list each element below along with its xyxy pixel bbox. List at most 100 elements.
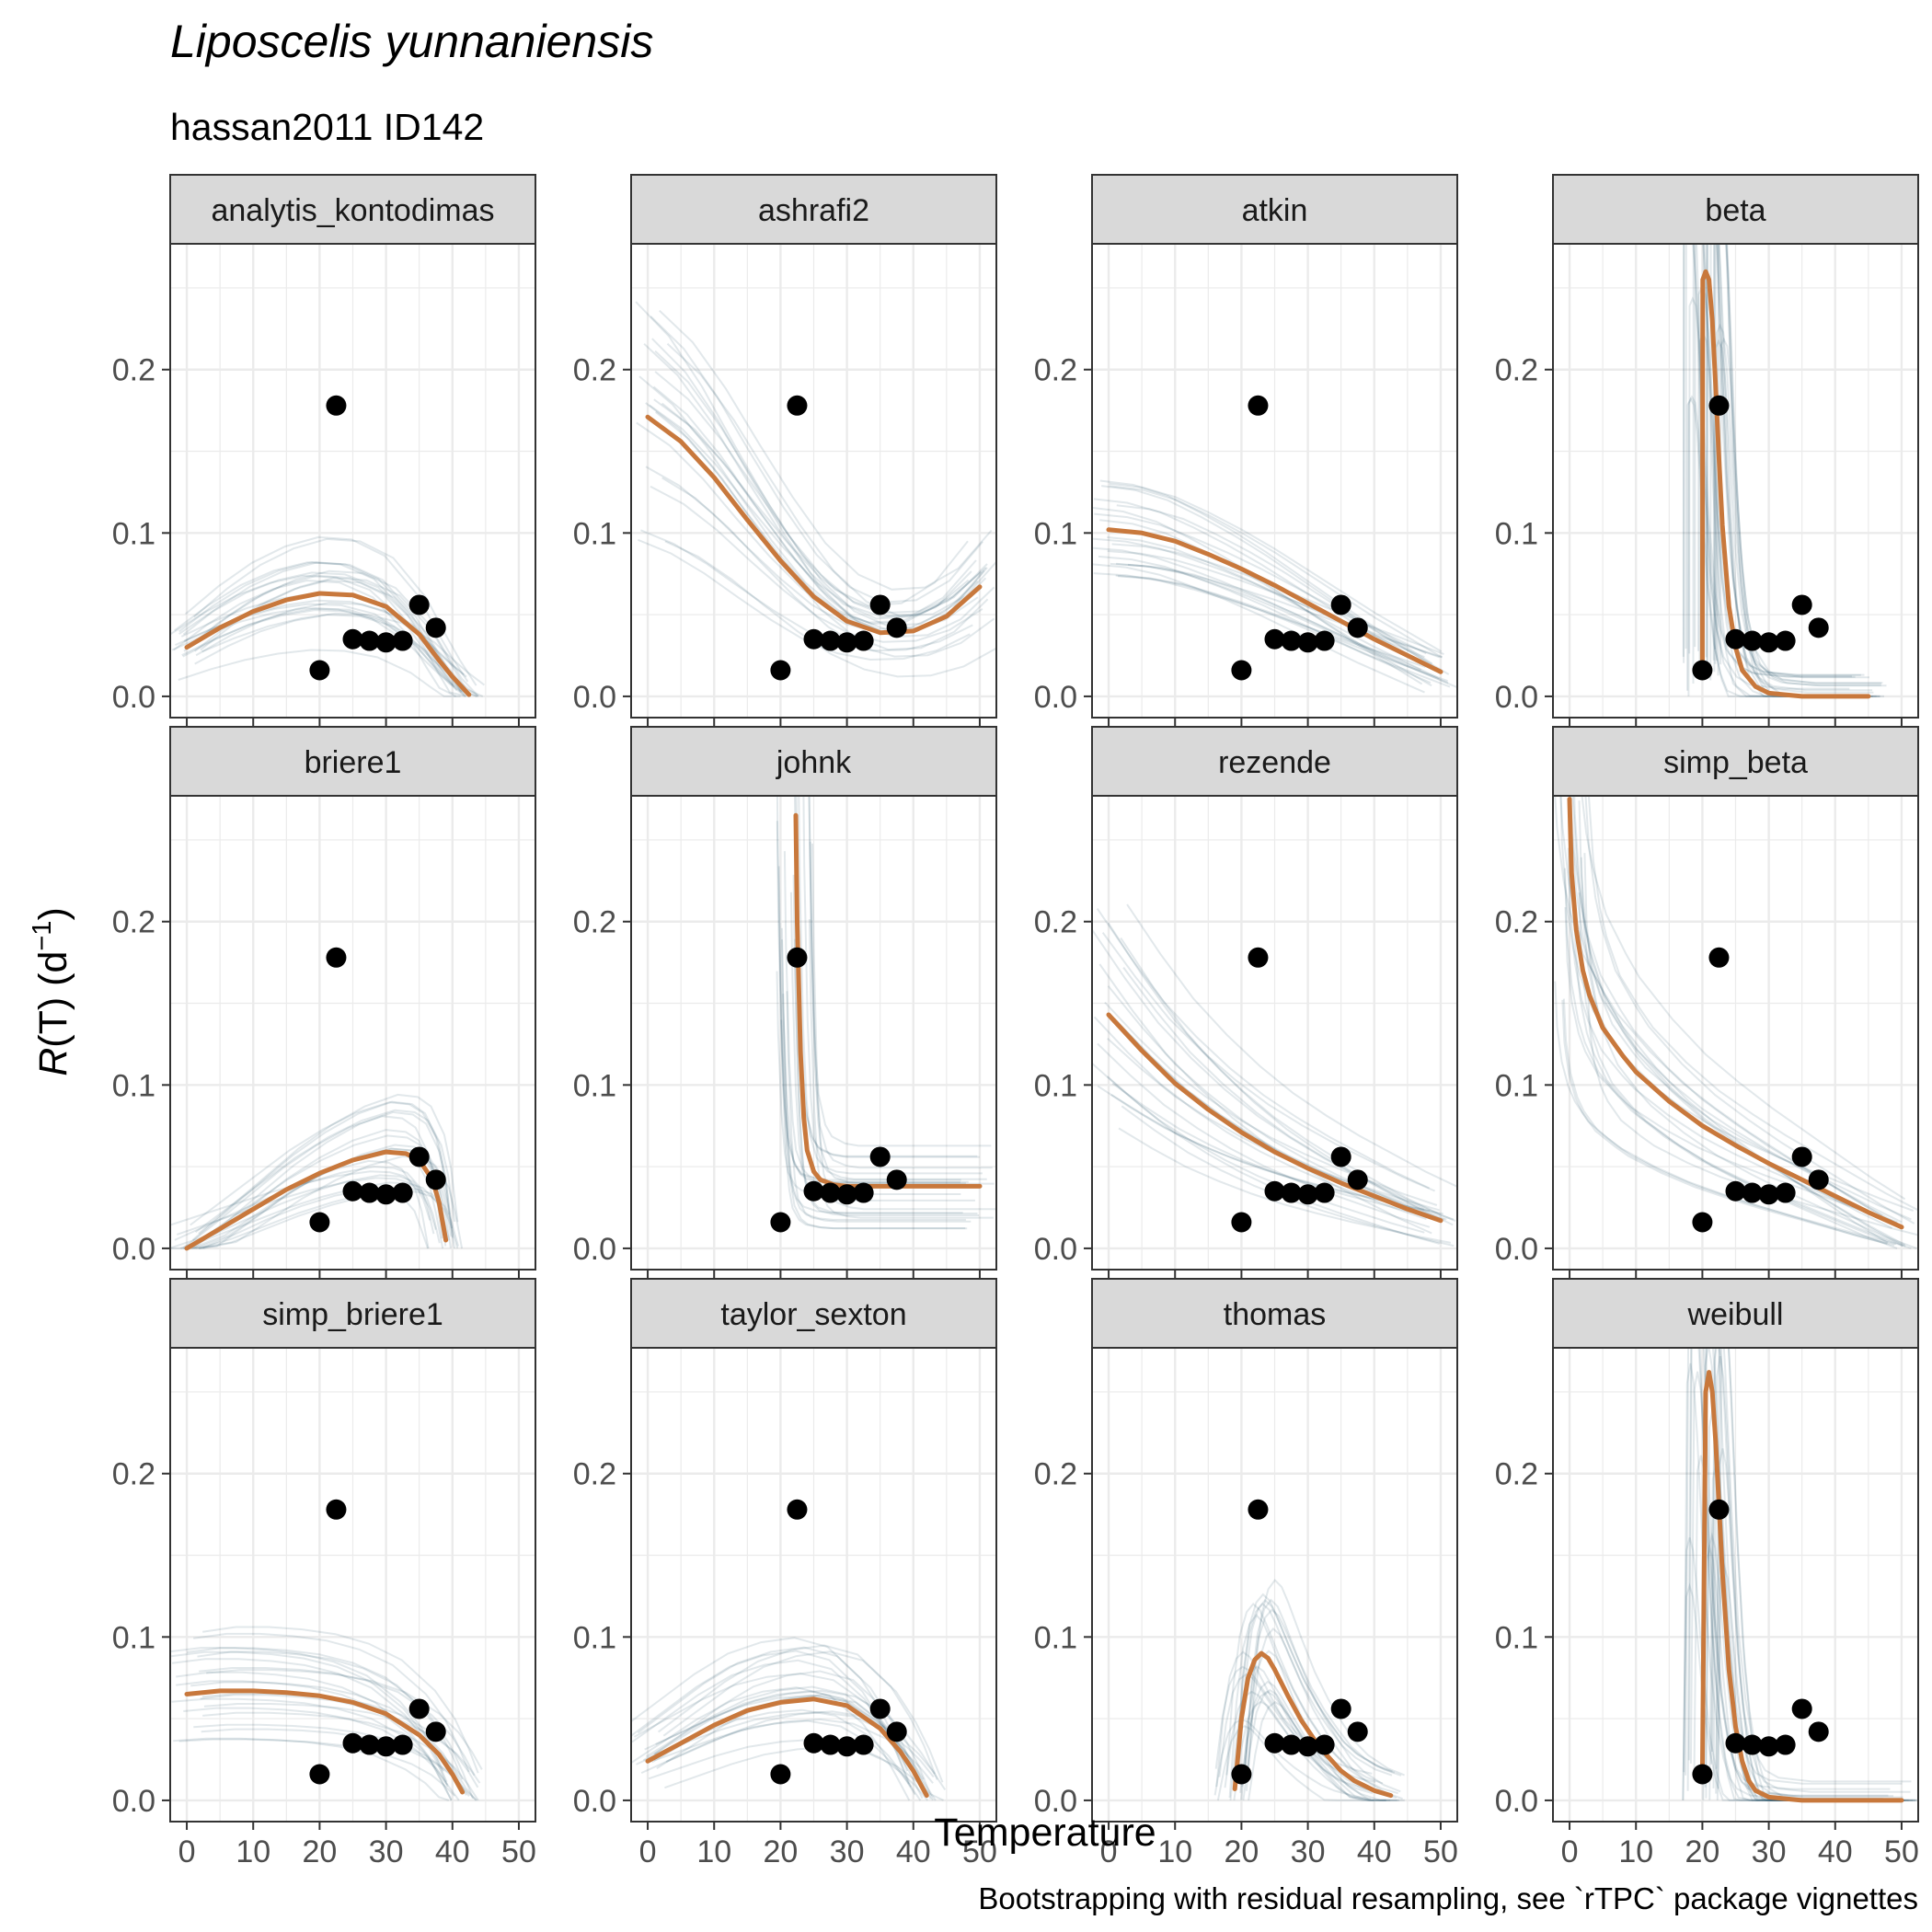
- bootstrap-curve: [1719, 337, 1887, 687]
- facet-panel-johnk: johnk010203040500.00.10.2: [573, 726, 997, 1317]
- x-tick-label: 20: [302, 1834, 337, 1869]
- chart-caption: Bootstrapping with residual resampling, …: [978, 1881, 1918, 1915]
- data-point: [1808, 617, 1829, 638]
- bootstrap-curve: [643, 342, 977, 620]
- panel-border: [1091, 243, 1458, 719]
- bootstrap-curve: [1715, 323, 1883, 684]
- data-point: [1725, 1180, 1746, 1202]
- bootstrap-curve: [1099, 519, 1432, 687]
- data-point: [1742, 1734, 1763, 1755]
- bootstrap-curve: [653, 398, 987, 615]
- bootstrap-curve: [1093, 1016, 1427, 1220]
- data-point: [1808, 1169, 1829, 1190]
- data-point: [836, 1184, 857, 1205]
- observed-points: [1692, 1499, 1829, 1785]
- data-point: [1692, 1764, 1713, 1785]
- bootstrap-curve: [173, 579, 457, 697]
- bootstrap-curve: [1116, 562, 1449, 684]
- bootstrap-curve: [176, 1680, 453, 1801]
- bootstrap-curves: [1092, 903, 1457, 1248]
- bootstrap-curve: [1686, 397, 1854, 697]
- bootstrap-curve: [170, 1647, 444, 1772]
- bootstrap-curve: [1573, 796, 1905, 1247]
- fitted-curve: [645, 414, 983, 636]
- bootstrap-curve: [1094, 512, 1427, 655]
- bootstrap-curve: [202, 1626, 479, 1774]
- bootstrap-curve: [1578, 892, 1912, 1249]
- data-point: [1248, 395, 1269, 416]
- bootstrap-curve: [1559, 796, 1889, 1244]
- bootstrap-curve: [1110, 485, 1443, 659]
- data-point: [1808, 1721, 1829, 1742]
- bootstrap-curve: [650, 316, 983, 604]
- data-point: [1248, 947, 1269, 968]
- bootstrap-curve: [174, 561, 458, 691]
- bootstrap-curve: [655, 1689, 936, 1775]
- bootstrap-curve: [197, 1650, 474, 1800]
- bootstrap-curve: [1571, 796, 1903, 1248]
- facet-strip-label: beta: [1705, 193, 1765, 228]
- data-point: [1281, 630, 1302, 651]
- bootstrap-curve: [170, 1170, 431, 1226]
- panel-border: [169, 1347, 536, 1823]
- bootstrap-curve: [1093, 572, 1426, 668]
- bootstrap-curve: [1583, 853, 1917, 1249]
- fitted-curve: [645, 1696, 929, 1799]
- x-tick-label: 20: [763, 1834, 798, 1869]
- x-tick-label: 10: [1157, 1834, 1192, 1869]
- bootstrap-curve: [1107, 922, 1441, 1215]
- bootstrap-curve: [809, 841, 995, 1185]
- bootstrap-curve: [640, 1719, 922, 1801]
- panel-border: [630, 795, 997, 1271]
- bootstrap-curve: [1244, 1608, 1402, 1777]
- facet-strip-label: rezende: [1218, 745, 1331, 780]
- x-tick-label: 50: [962, 1834, 997, 1869]
- bootstrap-curve: [201, 1693, 479, 1788]
- y-tick-label: 0.1: [1495, 516, 1538, 551]
- data-point: [1347, 617, 1368, 638]
- y-tick-label: 0.2: [573, 905, 616, 940]
- y-axis-label-text: (T) (d: [31, 951, 75, 1048]
- bootstrap-curve: [1562, 998, 1897, 1246]
- data-point: [326, 395, 347, 416]
- bootstrap-curve: [1107, 985, 1441, 1221]
- bootstrap-curve: [176, 1177, 437, 1236]
- y-tick-label: 0.1: [1034, 1620, 1077, 1655]
- bootstrap-curve: [1564, 868, 1898, 1249]
- bootstrap-curve: [190, 1681, 467, 1796]
- y-axis: 0.0 0.1 0.2: [112, 353, 170, 715]
- data-point: [820, 630, 841, 651]
- data-point: [359, 1182, 380, 1203]
- facet-panel-simp_briere1: simp_briere1 0 10 20 30 40 50 0.0 0.1 0.2: [112, 1278, 536, 1869]
- data-point: [375, 632, 397, 653]
- data-point: [820, 1182, 841, 1203]
- y-tick-label: 0.1: [1495, 1620, 1538, 1655]
- facet-strip: [169, 1278, 536, 1349]
- y-tick-label: 0.2: [112, 353, 155, 388]
- data-point: [1742, 1182, 1763, 1203]
- data-point: [326, 947, 347, 968]
- bootstrap-curve: [1224, 1690, 1382, 1794]
- y-tick-label: 0.2: [1495, 353, 1538, 388]
- bootstrap-curve: [1225, 1602, 1384, 1785]
- bootstrap-curve: [1714, 244, 1881, 684]
- bootstrap-curve: [664, 540, 996, 678]
- data-point: [1231, 1764, 1252, 1785]
- bootstrap-curve: [1122, 966, 1456, 1223]
- y-tick-label: 0.0: [1495, 680, 1538, 715]
- data-point: [820, 1734, 841, 1755]
- data-point: [309, 1764, 330, 1785]
- bootstrap-curve: [808, 919, 994, 1219]
- y-tick-label: 0.0: [112, 680, 155, 715]
- bootstrap-curve: [1248, 1578, 1405, 1777]
- bootstrap-curve: [183, 574, 467, 697]
- y-tick-label: 0.1: [1034, 516, 1077, 551]
- y-tick-label: 0.0: [1495, 1232, 1538, 1267]
- data-point: [1314, 630, 1335, 651]
- bootstrap-curve: [631, 1686, 911, 1801]
- panel-grid: [1553, 796, 1918, 1270]
- panel-grid: [1092, 796, 1457, 1270]
- bootstrap-curve: [656, 1694, 937, 1801]
- data-point: [853, 1182, 874, 1203]
